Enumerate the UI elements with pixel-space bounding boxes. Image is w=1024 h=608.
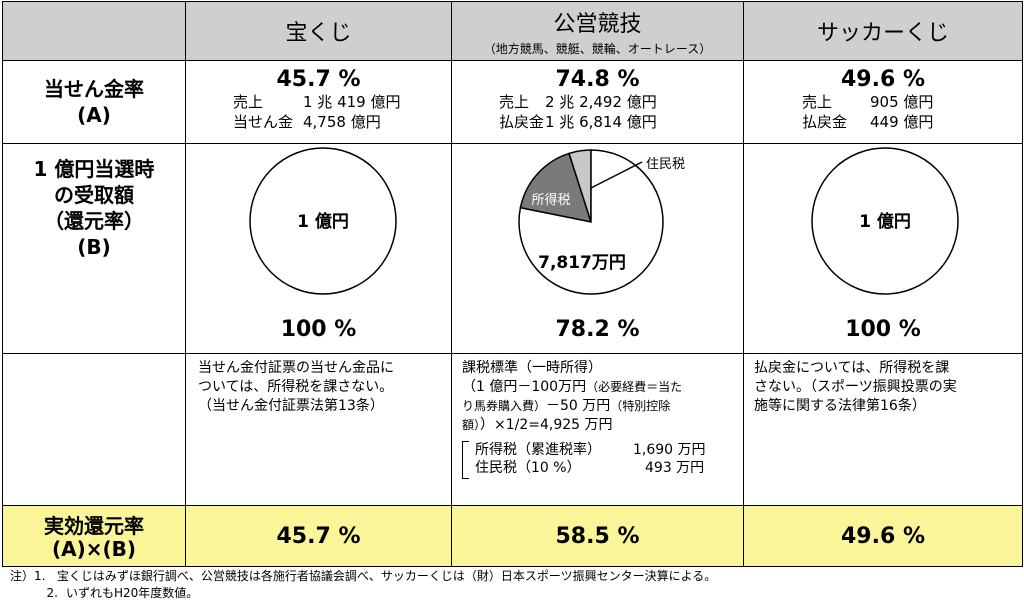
header-corner (2, 1, 186, 61)
footnotes: 注）1. 宝くじはみずほ銀行調べ、公営競技は各施行者協議会調べ、サッカーくじは（… (10, 568, 716, 602)
payout-rate-label: 当せん金率 (A) (2, 60, 186, 144)
payout-rate-row: 当せん金率 (A) 45.7 % 売上 1 兆 419 億円 当せん金 4,758 … (2, 60, 1023, 144)
effective-rate-lottery: 45.7 % (185, 505, 452, 567)
circle-amount-label: 1 億円 (297, 211, 349, 232)
notes-lottery: 当せん金付証票の当せん金品に ついては、所得税を課さない。 （当せん金付証票法第… (185, 353, 452, 506)
full-amount-circle (811, 147, 959, 295)
header-public-racing: 公営競技 （地方競馬、競艇、競輪、オートレース） (451, 1, 744, 61)
footnote-2: 2. いずれもH20年度数値。 (46, 586, 199, 600)
receipt-soccer: 1 億円 100 % (743, 143, 1023, 354)
pie-slices (518, 149, 664, 295)
receipt-label: 1 億円当選時 の受取額 （還元率） (B) (2, 143, 186, 354)
effective-rate-soccer: 49.6 % (743, 505, 1023, 567)
notes-label-blank (2, 353, 186, 506)
payout-rate-racing: 74.8 % 売上 2 兆 2,492 億円 払戻金1 兆 6,814 億円 (451, 60, 744, 144)
receipt-lottery: 1 億円 100 % (185, 143, 452, 354)
soccer-return-pct: 100 % (845, 317, 921, 342)
header-soccer-lottery: サッカーくじ (743, 1, 1023, 61)
soccer-circle: 1 億円 (811, 147, 959, 295)
pie-label-income-tax: 所得税 (531, 192, 570, 208)
effective-rate-racing: 58.5 % (451, 505, 744, 567)
receipt-racing: 所得税 住民税 7,817万円 78.2 % (451, 143, 744, 354)
resident-tax-leader (590, 161, 643, 189)
footnote-1: 注）1. 宝くじはみずほ銀行調べ、公営競技は各施行者協議会調べ、サッカーくじは（… (10, 569, 717, 583)
pie-slice-income-tax (519, 152, 593, 223)
payout-rate-lottery: 45.7 % 売上 1 兆 419 億円 当せん金 4,758 億円 (185, 60, 452, 144)
receipt-row: 1 億円当選時 の受取額 （還元率） (B) 1 億円 100 % 所得税 住民… (2, 143, 1023, 354)
circle-amount-label: 1 億円 (859, 211, 911, 232)
comparison-table: 宝くじ 公営競技 （地方競馬、競艇、競輪、オートレース） サッカーくじ 当せん金… (2, 1, 1023, 567)
pie-label-resident-tax: 住民税 (646, 157, 685, 172)
notes-racing: 課税標準（一時所得） （1 億円－100万円（必要経費＝当た り馬券購入費）－5… (451, 353, 744, 506)
tax-breakdown: 所得税（累進税率） 1,690 万円 住民税（10 %） 493 万円 (462, 441, 737, 479)
header-lottery: 宝くじ (185, 1, 452, 61)
tax-bracket (462, 441, 469, 479)
lottery-circle: 1 億円 (249, 147, 397, 295)
lottery-return-pct: 100 % (280, 317, 357, 342)
header-row: 宝くじ 公営競技 （地方競馬、競艇、競輪、オートレース） サッカーくじ (2, 1, 1023, 61)
full-amount-circle (249, 147, 397, 295)
effective-rate-row: 実効還元率 (A)×(B) 45.7 % 58.5 % 49.6 % (2, 505, 1023, 567)
racing-pie-chart: 所得税 住民税 7,817万円 (518, 149, 685, 295)
racing-return-pct: 78.2 % (555, 317, 640, 342)
effective-rate-label: 実効還元率 (A)×(B) (2, 505, 186, 567)
notes-row: 当せん金付証票の当せん金品に ついては、所得税を課さない。 （当せん金付証票法第… (2, 353, 1023, 506)
notes-soccer: 払戻金については、所得税を課 さない。（スポーツ振興投票の実 施等に関する法律第… (743, 353, 1023, 506)
pie-slice-remaining (518, 149, 664, 295)
payout-rate-soccer: 49.6 % 売上 905 億円 払戻金 449 億円 (743, 60, 1023, 144)
pie-label-remaining: 7,817万円 (538, 253, 626, 273)
